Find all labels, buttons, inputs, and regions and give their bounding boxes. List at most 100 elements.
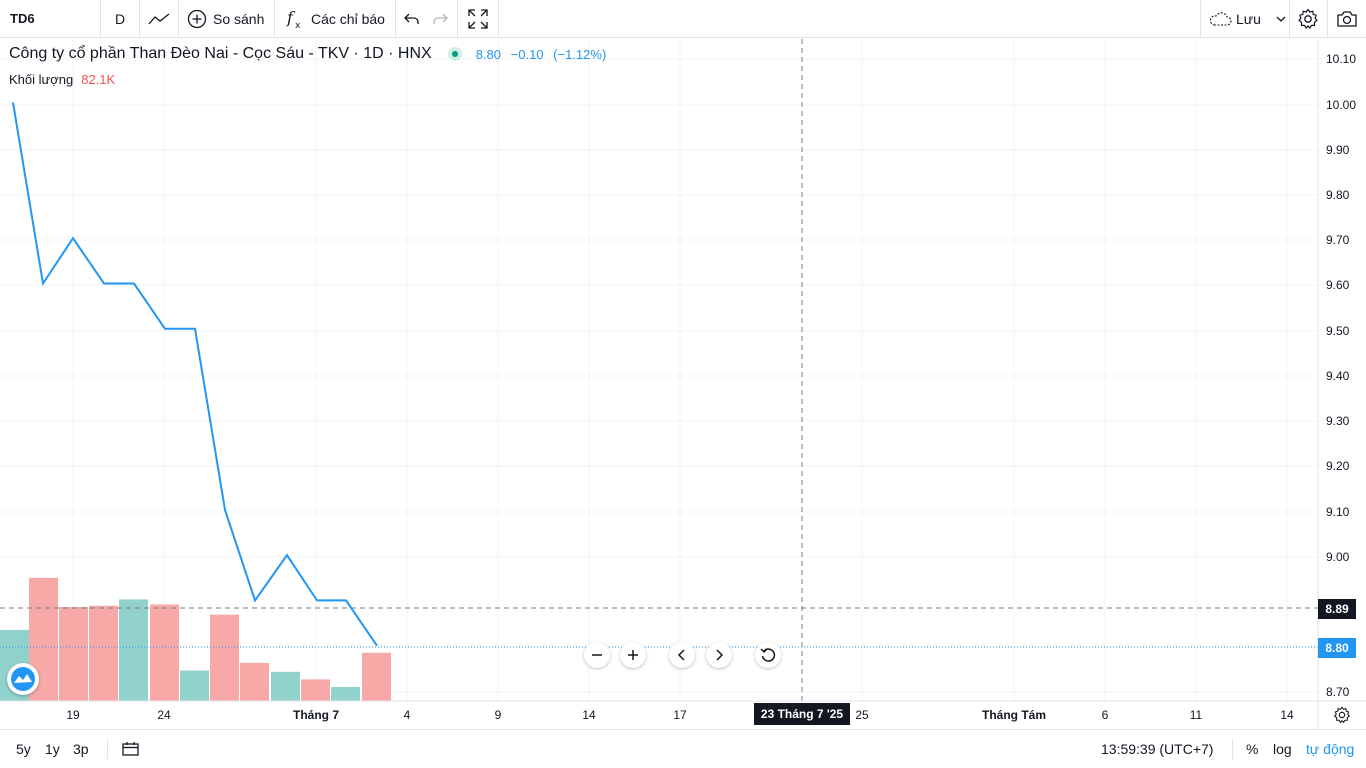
volume-bar [89,605,118,701]
volume-bar [301,679,330,701]
range-1y-button[interactable]: 1y [45,730,60,768]
scroll-right-button[interactable] [706,642,732,668]
chart-grid [0,39,1318,701]
redo-icon [433,13,448,24]
price-tick-label: 9.50 [1326,324,1350,338]
save-label: Lưu [1236,10,1261,27]
time-axis[interactable]: 19 24 Tháng 7 4 9 14 17 25 Tháng Tám 6 11 14 [66,708,1294,722]
snapshot-button[interactable] [1335,0,1359,37]
compare-button[interactable]: So sánh [187,0,264,37]
legend-change: −0.10 [510,46,544,62]
percent-scale-toggle[interactable]: % [1246,730,1258,768]
log-scale-toggle[interactable]: log [1273,730,1292,768]
time-tick-label: 24 [157,708,171,722]
market-status-icon [447,47,462,61]
price-tick-label: 9.60 [1326,278,1350,292]
time-tick-label: 19 [66,708,80,722]
goto-date-button[interactable] [121,730,141,768]
compare-label: So sánh [213,10,265,27]
series-title: Công ty cổ phần Than Đèo Nai - Cọc Sáu -… [9,45,432,62]
axis-settings-button[interactable] [1332,705,1352,725]
auto-scale-toggle[interactable]: tự động [1306,730,1354,768]
time-tick-label: Tháng 7 [293,708,339,722]
symbol-label: TD6 [10,11,35,26]
interval-button[interactable]: D [115,0,125,37]
price-tick-label: 8.70 [1326,685,1350,699]
time-tick-label: 11 [1190,708,1203,722]
price-tick-label: 10.10 [1326,52,1356,66]
price-tick-label: 10.00 [1326,98,1356,112]
settings-button[interactable] [1297,0,1319,37]
chevron-left-icon [677,649,685,661]
volume-bar [210,614,239,701]
brand-logo[interactable] [7,663,39,695]
volume-bar [331,687,360,701]
chevron-down-icon [1276,16,1286,22]
mountain-logo-icon [11,667,35,691]
auto-label: tự động [1306,741,1355,757]
time-tick-label: 9 [495,708,502,722]
fullscreen-button[interactable] [465,0,491,37]
gear-icon [1298,8,1318,29]
price-tick-label: 9.10 [1326,505,1350,519]
svg-text:x: x [295,21,301,30]
volume-bar [362,652,391,701]
volume-legend: Khối lượng 82.1K [9,72,115,87]
range-1y-label: 1y [45,741,60,757]
zoom-out-button[interactable] [584,642,610,668]
legend-change-pct: (−1.12%) [553,46,607,62]
log-label: log [1273,741,1292,757]
clock-label: 13:59:39 (UTC+7) [1101,741,1214,757]
time-tick-label: 14 [1280,708,1294,722]
time-tick-label: 25 [855,708,869,722]
price-tick-label: 9.80 [1326,188,1350,202]
volume-bar [119,599,148,701]
undo-button[interactable] [403,0,421,37]
price-tick-label: 9.70 [1326,233,1350,247]
time-tick-label: 6 [1102,708,1109,722]
redo-button[interactable] [431,0,449,37]
chart-style-button[interactable] [147,0,171,37]
indicators-label: Các chỉ báo [311,10,385,27]
volume-legend-label: Khối lượng [9,72,74,87]
plus-icon [628,650,638,660]
reset-chart-button[interactable] [755,642,781,668]
minus-icon [592,654,602,656]
bottom-toolbar: 5y 1y 3p 13:59:39 (UTC+7) % log tự động [0,729,1366,768]
percent-label: % [1246,741,1259,757]
interval-label: D [115,10,126,27]
price-tick-label: 9.30 [1326,414,1350,428]
undo-icon [404,13,419,24]
legend-price: 8.80 [475,46,502,62]
symbol-search-button[interactable]: TD6 [10,0,35,37]
chevron-right-icon [716,649,724,661]
volume-bar [271,671,300,701]
range-3p-label: 3p [73,741,89,757]
range-3p-button[interactable]: 3p [73,730,89,768]
range-5y-button[interactable]: 5y [16,730,31,768]
gear-icon [1334,706,1350,723]
time-tick-label: 14 [582,708,596,722]
calendar-range-icon [122,742,139,756]
price-tick-label: 9.90 [1326,143,1350,157]
price-tick-label: 9.40 [1326,369,1350,383]
zoom-in-button[interactable] [620,642,646,668]
series-legend: Công ty cổ phần Than Đèo Nai - Cọc Sáu -… [9,45,612,63]
time-tick-label: 17 [673,708,687,722]
price-tick-label: 9.00 [1326,550,1350,564]
price-chart[interactable]: 10.10 10.00 9.90 9.80 9.70 9.60 9.50 9.40 9.30 9.… [0,39,1366,729]
fullscreen-icon [468,8,488,29]
volume-bar [59,607,88,701]
time-tick-label: 4 [404,708,411,722]
volume-bars [0,577,391,701]
range-5y-label: 5y [16,741,31,757]
crosshair-date-label: 23 Tháng 7 '25 [754,703,850,725]
save-button[interactable]: Lưu [1208,0,1287,37]
reset-icon [760,648,776,662]
volume-bar [240,662,269,701]
scroll-left-button[interactable] [669,642,695,668]
price-info: 8.80 −0.10 (−1.12%) [476,47,613,62]
timezone-clock[interactable]: 13:59:39 (UTC+7) [1101,730,1213,768]
